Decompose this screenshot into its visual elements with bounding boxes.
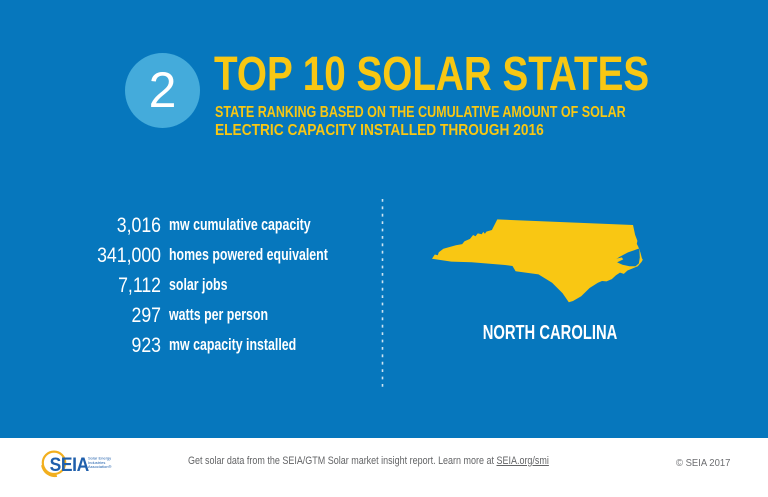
svg-text:Association®: Association®	[88, 464, 111, 469]
svg-text:SEIA: SEIA	[50, 453, 90, 475]
svg-text:Solar Energy: Solar Energy	[88, 456, 111, 461]
svg-text:Industries: Industries	[88, 460, 105, 465]
